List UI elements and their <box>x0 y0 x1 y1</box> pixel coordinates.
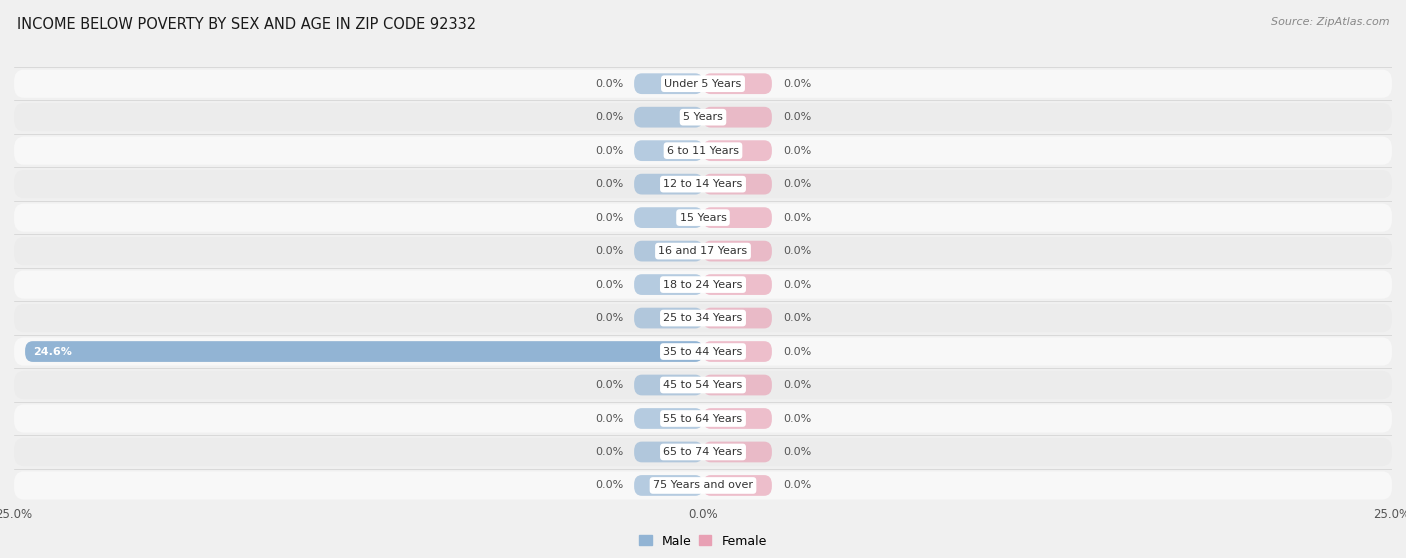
Text: 18 to 24 Years: 18 to 24 Years <box>664 280 742 290</box>
Text: 75 Years and over: 75 Years and over <box>652 480 754 490</box>
Text: 0.0%: 0.0% <box>595 280 623 290</box>
FancyBboxPatch shape <box>14 204 1392 232</box>
Text: 0.0%: 0.0% <box>783 480 811 490</box>
Text: 6 to 11 Years: 6 to 11 Years <box>666 146 740 156</box>
Text: 0.0%: 0.0% <box>595 213 623 223</box>
FancyBboxPatch shape <box>634 73 703 94</box>
Text: 16 and 17 Years: 16 and 17 Years <box>658 246 748 256</box>
Text: 0.0%: 0.0% <box>595 313 623 323</box>
Text: 45 to 54 Years: 45 to 54 Years <box>664 380 742 390</box>
FancyBboxPatch shape <box>634 240 703 262</box>
Text: 25 to 34 Years: 25 to 34 Years <box>664 313 742 323</box>
Text: 0.0%: 0.0% <box>783 447 811 457</box>
FancyBboxPatch shape <box>703 107 772 128</box>
FancyBboxPatch shape <box>14 338 1392 365</box>
Text: 0.0%: 0.0% <box>783 179 811 189</box>
FancyBboxPatch shape <box>703 174 772 195</box>
FancyBboxPatch shape <box>703 374 772 396</box>
Text: 0.0%: 0.0% <box>783 213 811 223</box>
FancyBboxPatch shape <box>14 405 1392 432</box>
FancyBboxPatch shape <box>703 441 772 463</box>
Text: 0.0%: 0.0% <box>595 480 623 490</box>
FancyBboxPatch shape <box>703 207 772 228</box>
FancyBboxPatch shape <box>703 475 772 496</box>
FancyBboxPatch shape <box>25 341 703 362</box>
Text: 0.0%: 0.0% <box>595 246 623 256</box>
FancyBboxPatch shape <box>703 408 772 429</box>
FancyBboxPatch shape <box>14 304 1392 332</box>
FancyBboxPatch shape <box>14 271 1392 299</box>
Text: 0.0%: 0.0% <box>595 413 623 424</box>
FancyBboxPatch shape <box>14 472 1392 499</box>
Text: 0.0%: 0.0% <box>595 79 623 89</box>
FancyBboxPatch shape <box>634 107 703 128</box>
FancyBboxPatch shape <box>703 274 772 295</box>
Text: 0.0%: 0.0% <box>595 179 623 189</box>
FancyBboxPatch shape <box>634 207 703 228</box>
Text: 0.0%: 0.0% <box>783 313 811 323</box>
Text: INCOME BELOW POVERTY BY SEX AND AGE IN ZIP CODE 92332: INCOME BELOW POVERTY BY SEX AND AGE IN Z… <box>17 17 477 32</box>
Text: 12 to 14 Years: 12 to 14 Years <box>664 179 742 189</box>
FancyBboxPatch shape <box>14 237 1392 265</box>
FancyBboxPatch shape <box>703 307 772 329</box>
Text: 0.0%: 0.0% <box>595 447 623 457</box>
FancyBboxPatch shape <box>14 170 1392 198</box>
FancyBboxPatch shape <box>703 341 772 362</box>
FancyBboxPatch shape <box>634 475 703 496</box>
Text: 0.0%: 0.0% <box>783 246 811 256</box>
FancyBboxPatch shape <box>703 73 772 94</box>
Text: 0.0%: 0.0% <box>783 413 811 424</box>
Text: 0.0%: 0.0% <box>783 347 811 357</box>
FancyBboxPatch shape <box>14 70 1392 98</box>
Text: 0.0%: 0.0% <box>783 280 811 290</box>
Legend: Male, Female: Male, Female <box>634 530 772 552</box>
Text: 0.0%: 0.0% <box>783 112 811 122</box>
FancyBboxPatch shape <box>14 371 1392 399</box>
Text: 5 Years: 5 Years <box>683 112 723 122</box>
FancyBboxPatch shape <box>634 174 703 195</box>
Text: 0.0%: 0.0% <box>595 112 623 122</box>
Text: 55 to 64 Years: 55 to 64 Years <box>664 413 742 424</box>
FancyBboxPatch shape <box>14 137 1392 165</box>
Text: 0.0%: 0.0% <box>783 146 811 156</box>
FancyBboxPatch shape <box>14 438 1392 466</box>
FancyBboxPatch shape <box>634 408 703 429</box>
FancyBboxPatch shape <box>634 374 703 396</box>
FancyBboxPatch shape <box>634 307 703 329</box>
FancyBboxPatch shape <box>703 240 772 262</box>
Text: 0.0%: 0.0% <box>595 380 623 390</box>
Text: Under 5 Years: Under 5 Years <box>665 79 741 89</box>
FancyBboxPatch shape <box>14 103 1392 131</box>
FancyBboxPatch shape <box>634 140 703 161</box>
FancyBboxPatch shape <box>703 140 772 161</box>
Text: 0.0%: 0.0% <box>595 146 623 156</box>
FancyBboxPatch shape <box>634 441 703 463</box>
FancyBboxPatch shape <box>634 274 703 295</box>
Text: 0.0%: 0.0% <box>783 79 811 89</box>
Text: 35 to 44 Years: 35 to 44 Years <box>664 347 742 357</box>
Text: Source: ZipAtlas.com: Source: ZipAtlas.com <box>1271 17 1389 27</box>
Text: 15 Years: 15 Years <box>679 213 727 223</box>
Text: 24.6%: 24.6% <box>34 347 72 357</box>
Text: 0.0%: 0.0% <box>783 380 811 390</box>
Text: 65 to 74 Years: 65 to 74 Years <box>664 447 742 457</box>
